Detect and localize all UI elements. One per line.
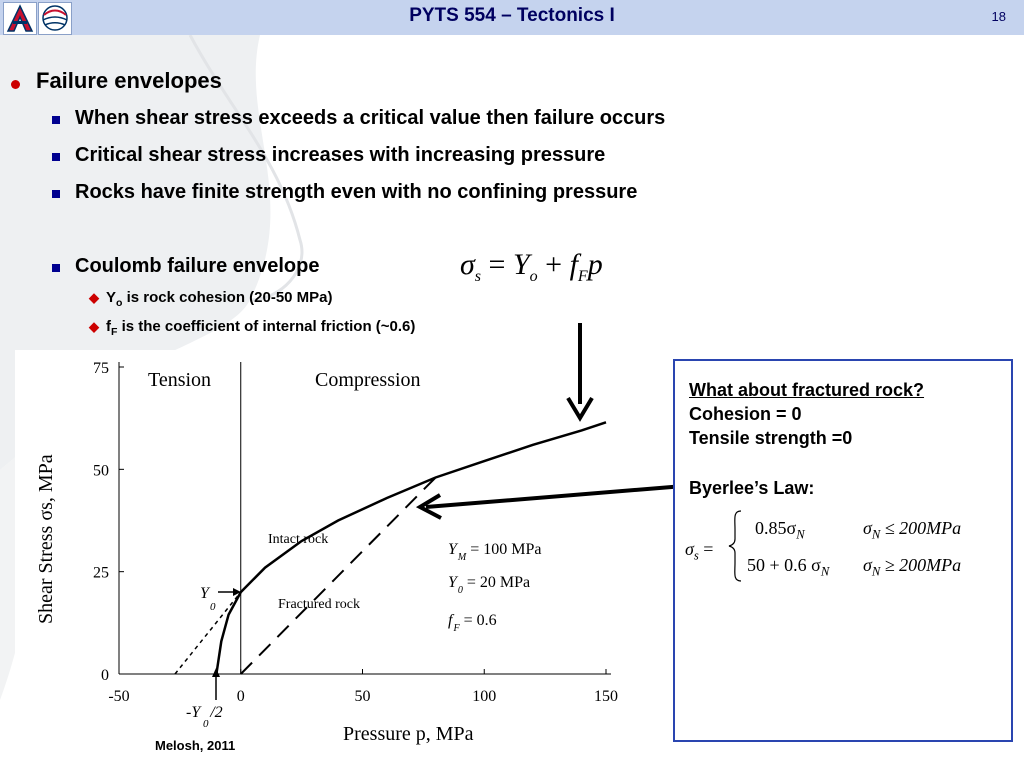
coulomb-equation: σs = Yo + fFp bbox=[460, 248, 603, 285]
byerlee-case1-expr: 0.85σN bbox=[755, 518, 805, 542]
chart-background bbox=[15, 350, 625, 750]
parameter-list: YM = 100 MPa Y0 = 20 MPa fF = 0.6 bbox=[448, 541, 542, 634]
neg-y0-arrowhead-icon bbox=[212, 668, 220, 677]
bullet-square-icon bbox=[52, 153, 60, 161]
y0-sub: 0 bbox=[210, 601, 216, 613]
bullet-dot-icon bbox=[11, 80, 20, 89]
panel-question: What about fractured rock? bbox=[689, 380, 925, 400]
chart-ticks: -50 0 50 100 150 0 25 50 75 bbox=[93, 360, 618, 705]
figure-credit: Melosh, 2011 bbox=[155, 738, 236, 753]
x-tick-label: 0 bbox=[237, 688, 245, 705]
arrow-down-icon bbox=[566, 396, 594, 422]
panel-tensile: Tensile strength =0 bbox=[689, 428, 853, 448]
bullet-item-3: Rocks have finite strength even with no … bbox=[75, 181, 638, 203]
byerlee-lhs: σs = bbox=[685, 539, 714, 563]
bullet-coulomb: Coulomb failure envelope bbox=[75, 255, 320, 277]
series-label-intact: Intact rock bbox=[268, 532, 328, 547]
bullet-square-icon bbox=[52, 264, 60, 272]
bullet-item-1: When shear stress exceeds a critical val… bbox=[75, 107, 666, 129]
neg-y0-sub: 0 bbox=[203, 718, 209, 730]
bullet-square-icon bbox=[52, 116, 60, 124]
series-line-1 bbox=[240, 476, 437, 675]
x-axis-label: Pressure p, MPa bbox=[343, 723, 474, 745]
series-label-fractured: Fractured rock bbox=[278, 597, 360, 612]
series-line-0 bbox=[215, 421, 607, 675]
y-axis-label: Shear Stress σs, MPa bbox=[35, 454, 57, 624]
sub-bullet-cohesion: Yo is rock cohesion (20-50 MPa) bbox=[106, 289, 333, 309]
y-tick-label: 75 bbox=[93, 360, 109, 377]
lpl-logo-icon bbox=[38, 2, 72, 35]
bullet-item-2: Critical shear stress increases with inc… bbox=[75, 144, 606, 166]
neg-y0-label: -Y/2 bbox=[186, 704, 223, 721]
y-tick-label: 0 bbox=[101, 667, 109, 684]
fractured-rock-panel: What about fractured rock? Cohesion = 0 … bbox=[673, 359, 1013, 742]
bullet-square-icon bbox=[52, 190, 60, 198]
heading-failure-envelopes: Failure envelopes bbox=[36, 68, 222, 93]
y-tick-label: 25 bbox=[93, 565, 109, 582]
bullet-diamond-icon: ◆ bbox=[89, 319, 99, 334]
chart-series bbox=[174, 421, 607, 675]
arrow-left-shaft bbox=[425, 484, 685, 509]
x-tick-label: -50 bbox=[108, 688, 129, 705]
bullet-diamond-icon: ◆ bbox=[89, 290, 99, 305]
y0-label: Y bbox=[200, 585, 211, 602]
param-ym: YM = 100 MPa bbox=[448, 541, 542, 563]
slide-header: PYTS 554 – Tectonics I 18 bbox=[0, 0, 1024, 35]
x-tick-label: 50 bbox=[355, 688, 371, 705]
byerlee-brace-icon bbox=[728, 510, 742, 582]
byerlee-case2-cond: σN ≥ 200MPa bbox=[863, 555, 962, 579]
byerlee-case1-cond: σN ≤ 200MPa bbox=[863, 518, 962, 542]
page-number: 18 bbox=[991, 9, 1006, 24]
region-label-tension: Tension bbox=[148, 369, 211, 391]
university-a-logo-icon bbox=[3, 2, 37, 35]
arrow-left-icon bbox=[415, 493, 442, 520]
y0-arrowhead-icon bbox=[233, 588, 241, 596]
region-label-compression: Compression bbox=[315, 369, 421, 391]
series-line-2 bbox=[174, 591, 242, 675]
param-ff: fF = 0.6 bbox=[448, 612, 497, 634]
panel-cohesion: Cohesion = 0 bbox=[689, 404, 802, 424]
byerlee-case2-expr: 50 + 0.6 σN bbox=[747, 555, 830, 579]
y-tick-label: 50 bbox=[93, 462, 109, 479]
x-tick-label: 100 bbox=[472, 688, 496, 705]
slide-title: PYTS 554 – Tectonics I bbox=[409, 5, 615, 26]
x-tick-label: 150 bbox=[594, 688, 618, 705]
sub-bullet-friction: fF is the coefficient of internal fricti… bbox=[106, 318, 416, 338]
panel-byerlee-heading: Byerlee’s Law: bbox=[689, 478, 815, 498]
param-y0: Y0 = 20 MPa bbox=[448, 574, 530, 596]
chart-axes bbox=[118, 362, 611, 675]
